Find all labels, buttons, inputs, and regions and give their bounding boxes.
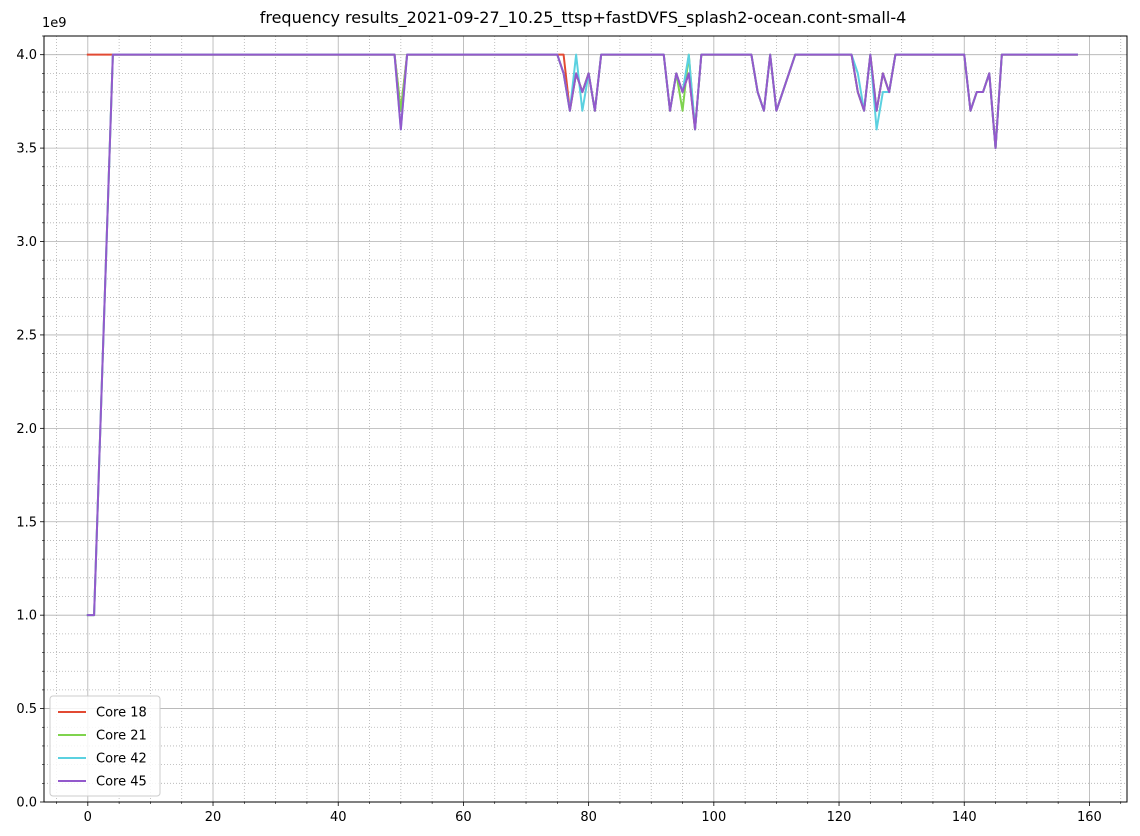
series-line-core-45 [86,53,1078,617]
y-tick-label: 0.5 [16,702,37,717]
axis-ticks: 0 20 40 60 80 100 120 140 160 0.0 0.5 1.0 1.5 2.0 2.5 3… [16,35,1122,825]
y-tick-label: 0.0 [16,796,37,811]
legend: Core 18 Core 21 Core 42 Core 45 [49,695,161,797]
x-tick-label: 60 [455,810,472,825]
y-tick-label: 1.0 [16,609,37,624]
legend-label: Core 21 [96,729,147,744]
plot-area [44,36,1127,802]
x-tick-label: 120 [827,810,852,825]
x-tick-label: 100 [701,810,726,825]
y-tick-label: 1.5 [16,515,37,530]
x-tick-label: 0 [84,810,92,825]
chart-title: frequency results_2021-09-27_10.25_ttsp+… [260,8,907,28]
y-tick-label: 2.5 [16,328,37,343]
legend-box [49,695,161,797]
x-tick-label: 140 [952,810,977,825]
y-tick-label: 3.0 [16,235,37,250]
y-tick-label: 3.5 [16,142,37,157]
series-layer [86,53,1078,617]
legend-label: Core 45 [96,775,147,790]
x-tick-label: 40 [330,810,347,825]
plot-frame [43,35,1128,803]
x-tick-label: 80 [580,810,597,825]
legend-label: Core 42 [96,752,147,767]
minor-grid [44,35,1127,802]
x-tick-label: 20 [205,810,222,825]
y-tick-label: 2.0 [16,422,37,437]
x-tick-label: 160 [1077,810,1102,825]
legend-label: Core 18 [96,706,147,721]
y-offset-text: 1e9 [42,16,67,31]
y-tick-label: 4.0 [16,48,37,63]
